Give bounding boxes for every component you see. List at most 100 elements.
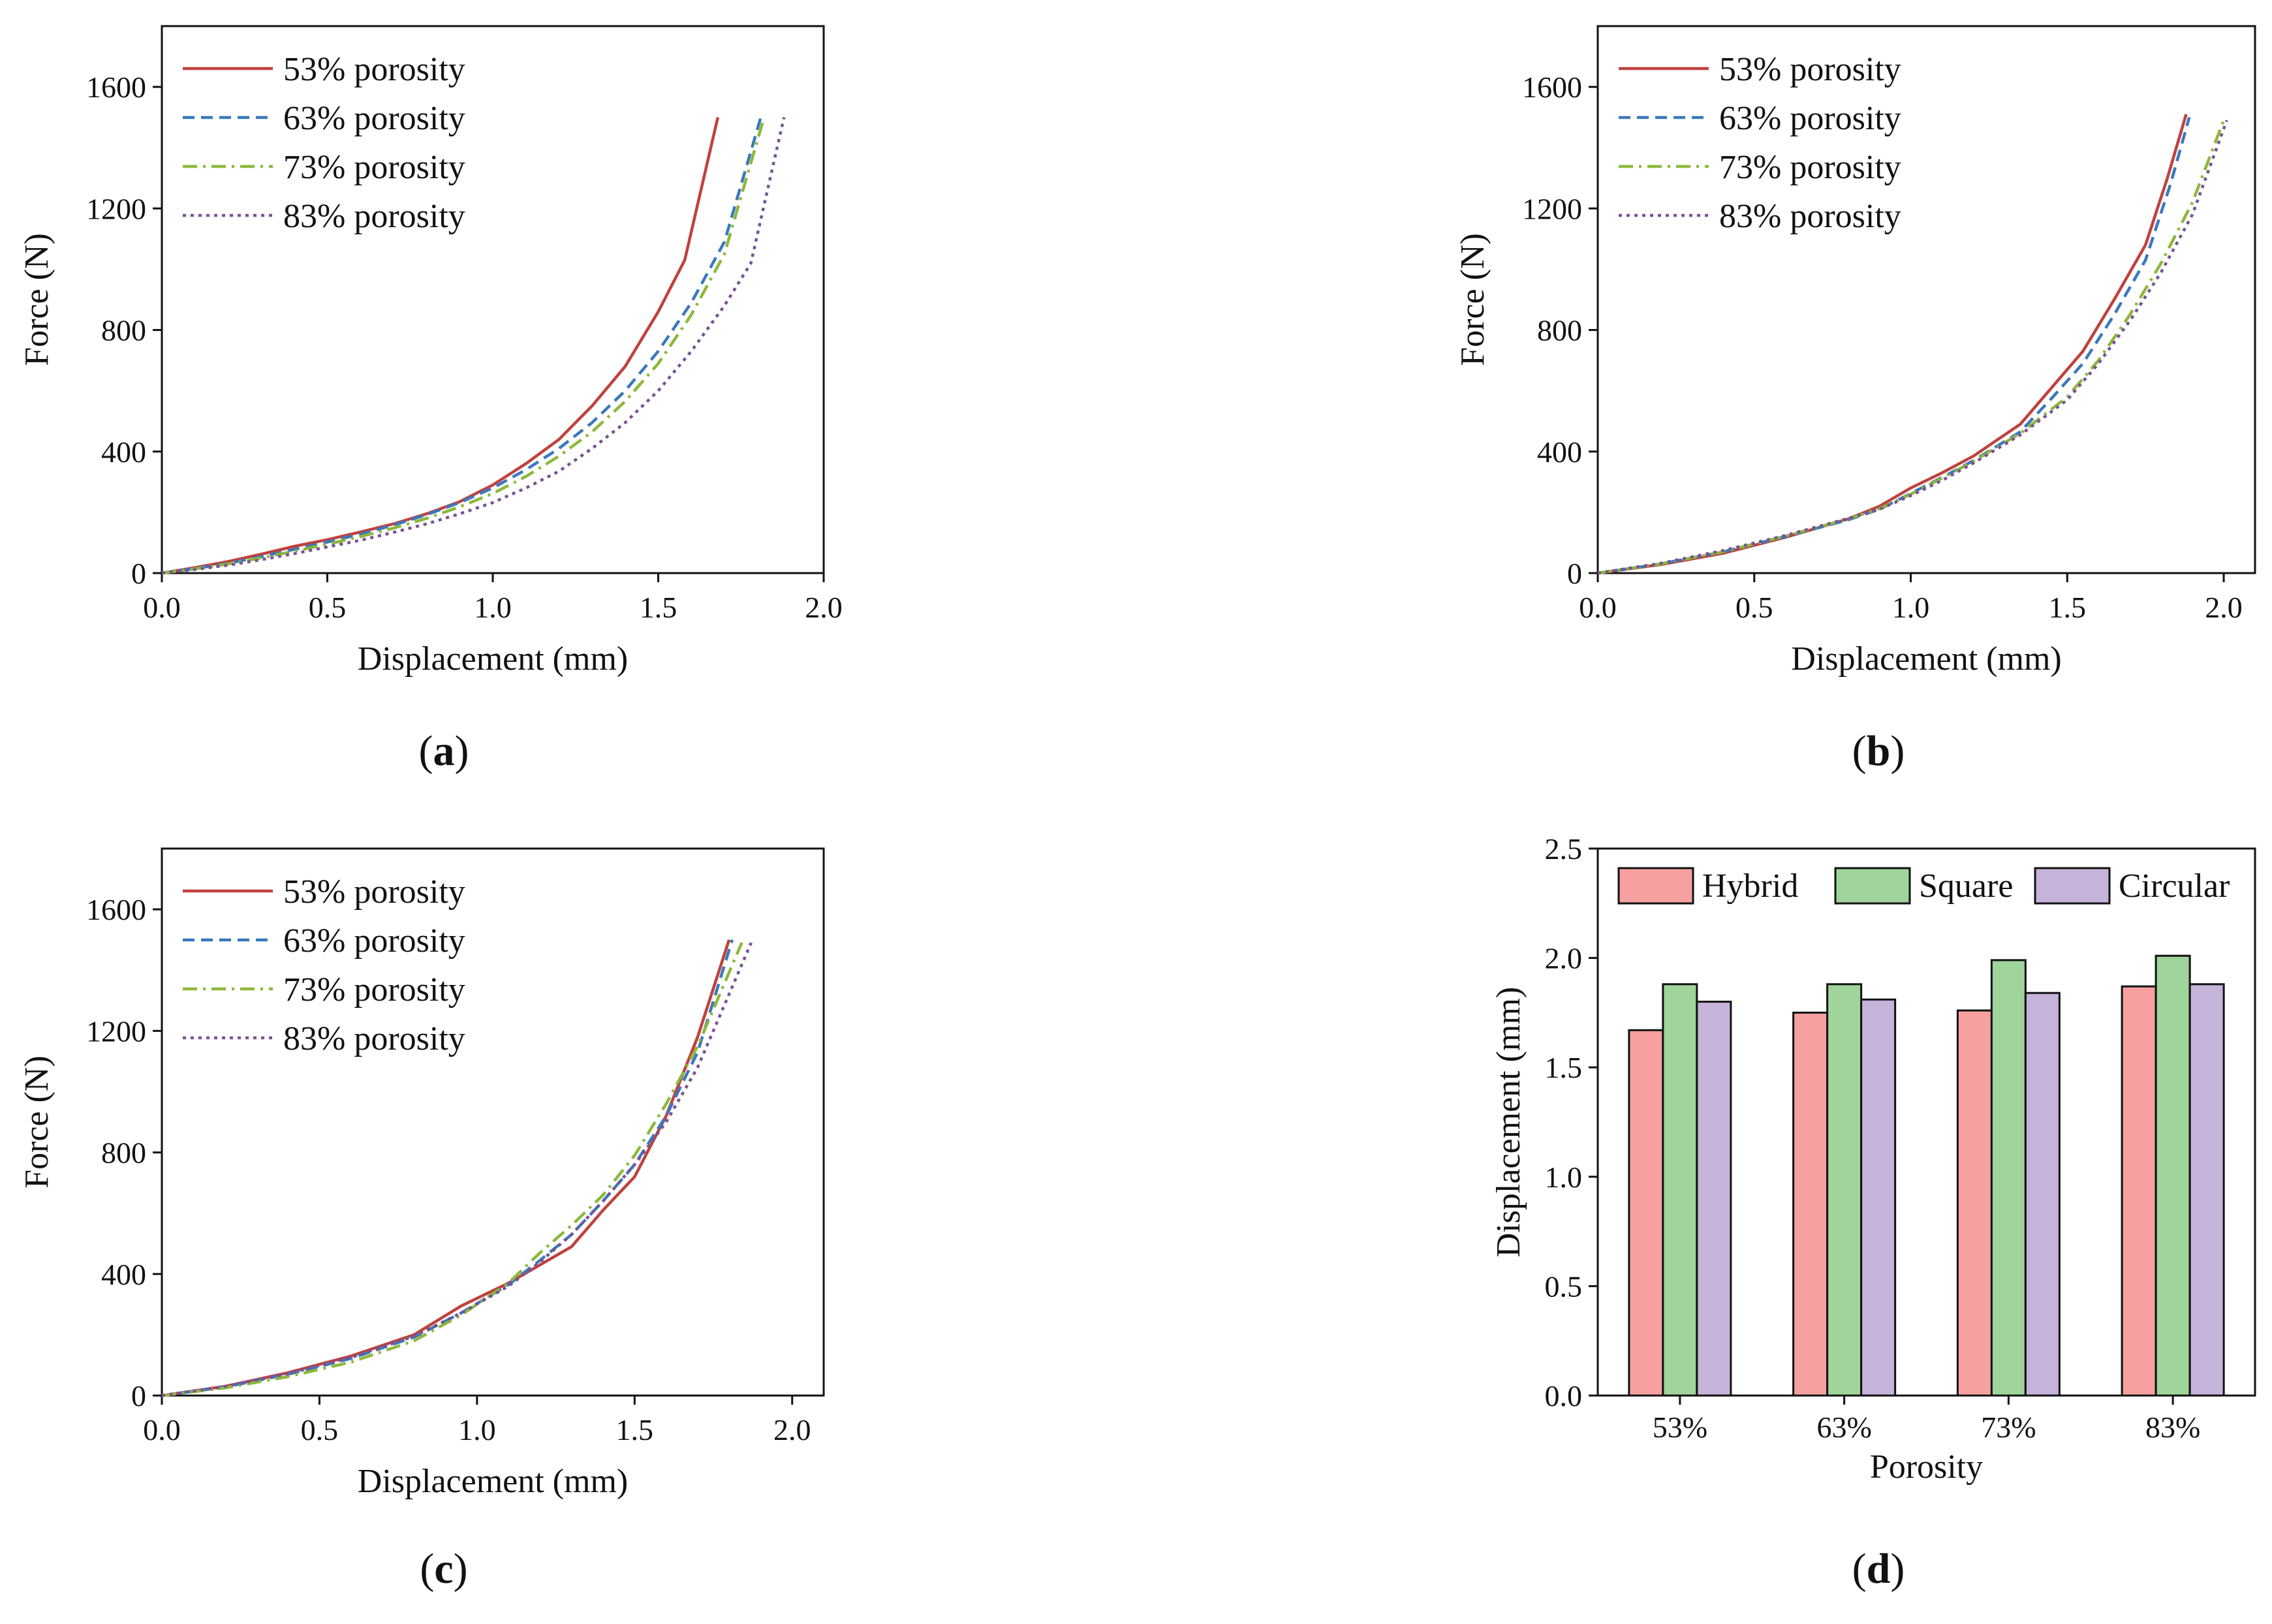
x-tick-label: 0.5	[309, 591, 347, 624]
caption-close: )	[1890, 1545, 1905, 1593]
series-line-73	[161, 117, 766, 575]
bar-circular	[2188, 983, 2225, 1397]
y-tick-label: 1600	[86, 893, 146, 926]
x-axis-label: Porosity	[1870, 1448, 1983, 1486]
y-tick-label: 2.5	[1545, 832, 1583, 866]
x-tick-label: 83%	[2145, 1411, 2200, 1444]
y-tick-label: 1.0	[1545, 1161, 1583, 1194]
caption-open: (	[1852, 727, 1867, 775]
x-axis-label: Displacement (mm)	[1791, 640, 2061, 678]
series-line-73	[161, 942, 743, 1398]
y-axis-label: Force (N)	[1454, 233, 1491, 366]
x-tick-label: 1.0	[1892, 591, 1930, 624]
series-line-83	[161, 117, 786, 575]
y-axis-label: Force (N)	[18, 233, 55, 366]
bar-square	[1826, 983, 1863, 1397]
series-line-63	[1597, 117, 2191, 575]
y-tick-label: 0.5	[1545, 1270, 1583, 1303]
bar-square	[1662, 983, 1698, 1397]
x-tick-label: 2.0	[2205, 591, 2243, 624]
legend-label: Hybrid	[1702, 867, 1798, 905]
series-line-53	[161, 117, 719, 575]
x-tick-label: 53%	[1653, 1411, 1707, 1444]
caption-close: )	[1890, 727, 1905, 775]
caption-open: (	[419, 727, 433, 775]
x-tick-label: 1.0	[474, 591, 512, 624]
x-tick-label: 1.5	[640, 591, 677, 624]
plot-frame	[1596, 847, 2256, 1397]
y-tick-label: 400	[101, 435, 146, 469]
x-tick-label: 0.5	[1735, 591, 1773, 624]
caption-close: )	[455, 727, 469, 775]
x-tick-label: 0.0	[1579, 591, 1617, 624]
bar-hybrid	[1628, 1029, 1664, 1397]
y-tick-label: 1600	[86, 70, 146, 104]
x-axis-label: Displacement (mm)	[358, 1463, 628, 1500]
y-tick-label: 400	[1537, 435, 1582, 469]
legend-label: 53% porosity	[283, 51, 465, 88]
plot-frame	[161, 25, 825, 574]
y-tick-label: 1200	[1522, 192, 1582, 225]
caption-close: )	[454, 1545, 468, 1593]
x-tick-label: 2.0	[805, 591, 843, 624]
legend-swatch	[1617, 867, 1694, 905]
bar-square	[2155, 954, 2191, 1397]
legend-label: Square	[1919, 867, 2013, 905]
panel-caption: (d)	[1852, 1545, 1905, 1593]
chart-panel-a: 0 400 800 1200 1600 Force (N) Displacement (mm…	[18, 25, 843, 775]
x-tick-label: 1.0	[458, 1413, 496, 1446]
y-axis-label: Displacement (mm)	[1490, 987, 1527, 1257]
y-tick-label: 0	[131, 1379, 146, 1413]
x-tick-label: 0.0	[143, 591, 181, 624]
x-axis-label: Displacement (mm)	[358, 640, 628, 678]
legend-label: 63% porosity	[1719, 100, 1901, 137]
caption-letter: a	[433, 727, 455, 775]
bar-hybrid	[1792, 1011, 1829, 1397]
plot-frame	[161, 847, 825, 1397]
y-tick-label: 800	[101, 314, 146, 347]
legend-label: 83% porosity	[283, 198, 465, 235]
legend-label: 83% porosity	[1719, 198, 1901, 235]
legend-label: 73% porosity	[1719, 149, 1901, 186]
panel-caption: (a)	[419, 727, 469, 775]
y-tick-label: 1200	[86, 1014, 146, 1048]
bar-circular	[1696, 1001, 1732, 1397]
legend-swatch	[1834, 867, 1911, 905]
panel-caption: (b)	[1852, 727, 1905, 775]
y-tick-label: 0.0	[1545, 1379, 1583, 1413]
legend-label: 63% porosity	[283, 922, 465, 960]
bar-hybrid	[2121, 985, 2157, 1397]
legend-label: 53% porosity	[283, 873, 465, 911]
series-line-63	[161, 939, 734, 1398]
legend-label: 63% porosity	[283, 100, 465, 137]
bar-hybrid	[1956, 1009, 1993, 1397]
bar-circular	[2024, 992, 2061, 1397]
chart-panel-d: 0.0 0.5 1.0 1.5 2.0 2.5 Displacement (mm) Poros…	[1490, 832, 2256, 1593]
chart-panel-b: 0 400 800 1200 1600 Force (N) Displacement (mm…	[1454, 25, 2256, 775]
bar-square	[1990, 959, 2027, 1397]
caption-open: (	[420, 1545, 434, 1593]
x-tick-label: 73%	[1981, 1411, 2036, 1444]
legend-label: 73% porosity	[283, 971, 465, 1008]
legend-label: 73% porosity	[283, 149, 465, 186]
y-tick-label: 1200	[86, 192, 146, 225]
y-tick-label: 1600	[1522, 70, 1582, 104]
y-tick-label: 800	[101, 1136, 146, 1170]
caption-letter: d	[1867, 1545, 1891, 1593]
x-tick-label: 63%	[1816, 1411, 1871, 1444]
x-tick-label: 0.5	[301, 1413, 339, 1446]
series-line-83	[161, 942, 753, 1398]
caption-letter: b	[1867, 727, 1891, 775]
legend-swatch	[2034, 867, 2111, 905]
panel-caption: (c)	[420, 1545, 467, 1593]
plot-frame	[1596, 25, 2256, 574]
series-line-73	[1597, 119, 2226, 575]
series-line-53	[1597, 114, 2188, 575]
series-line-63	[161, 117, 762, 575]
legend-label: 53% porosity	[1719, 51, 1901, 88]
bar-circular	[1860, 998, 1897, 1397]
series-line-83	[1597, 119, 2228, 575]
y-tick-label: 2.0	[1545, 942, 1583, 975]
legend-label: 83% porosity	[283, 1020, 465, 1057]
